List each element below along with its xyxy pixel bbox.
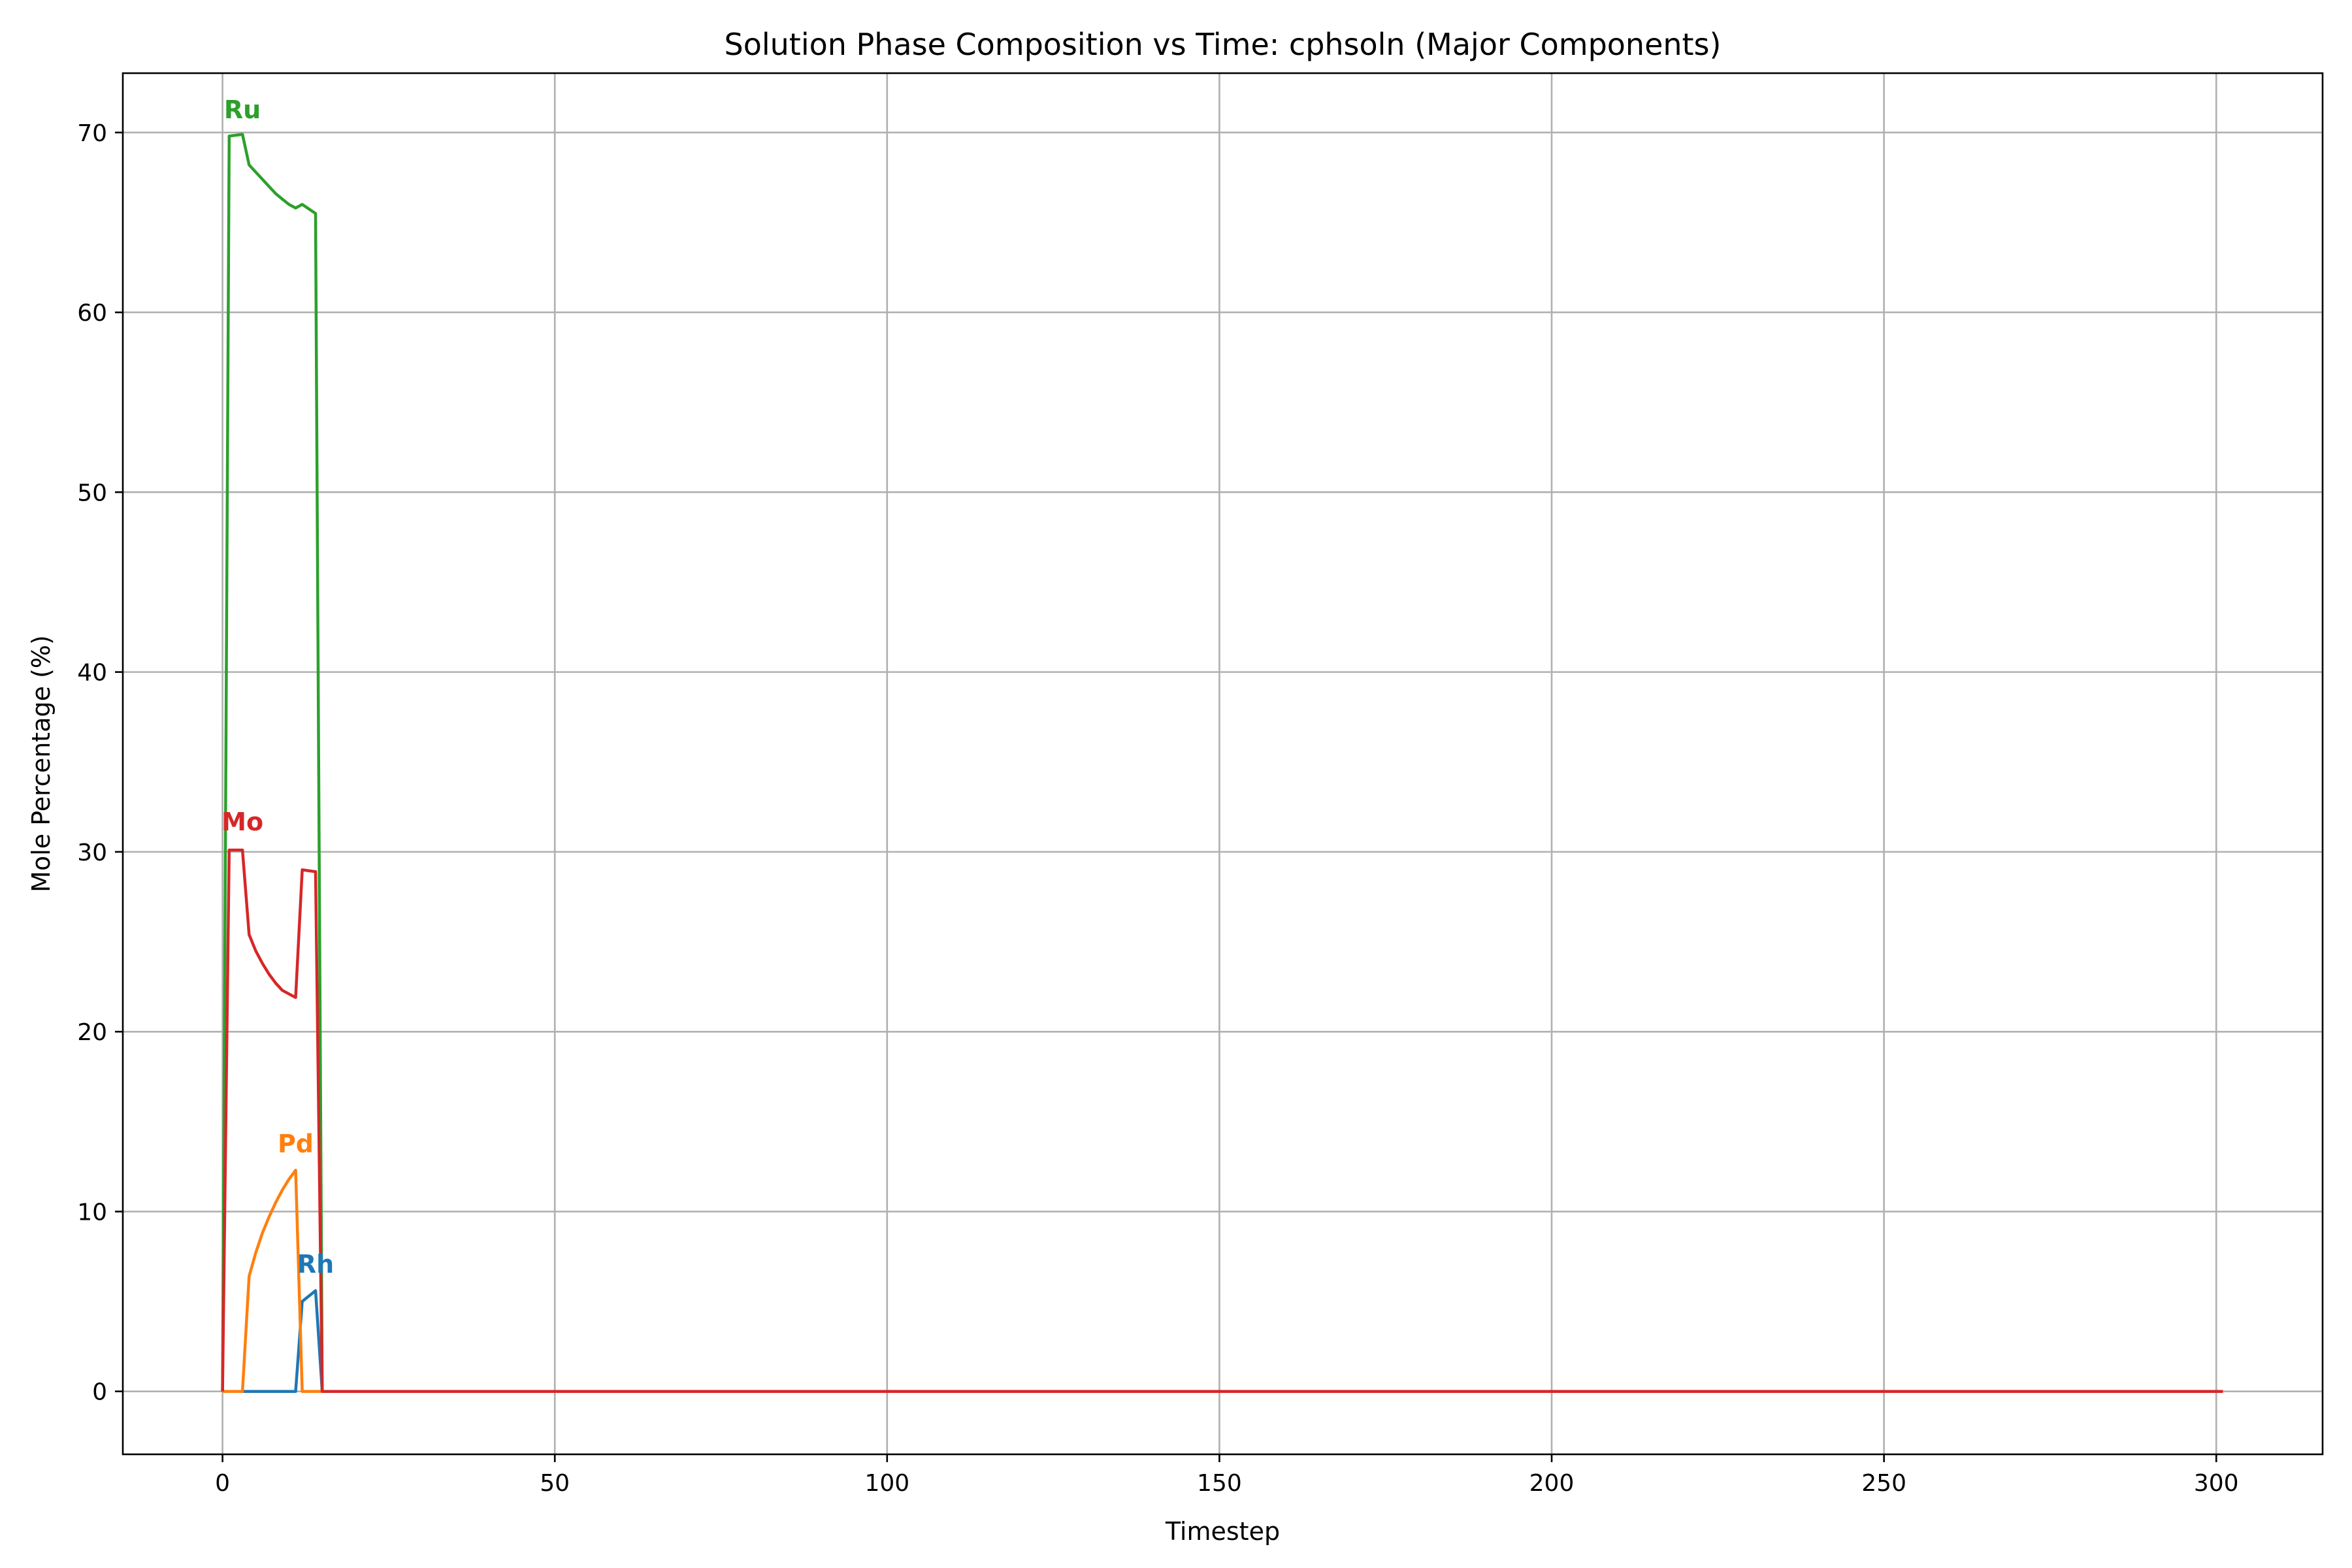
series-label-mo: Mo (221, 808, 263, 836)
series-label-pd: Pd (278, 1130, 314, 1158)
x-tick-label: 200 (1529, 1470, 1575, 1497)
y-tick-label: 10 (77, 1199, 107, 1226)
series-line-pd (222, 1168, 2223, 1393)
series-labels: Rh Pd Ru Mo (221, 95, 334, 1279)
x-axis-label: Timestep (1165, 1517, 1280, 1546)
axis-ticks: 0 50 100 150 200 250 300 0 10 20 30 40 50 60 70 (77, 120, 2238, 1497)
y-tick-label: 30 (77, 840, 107, 866)
y-axis-label: Mole Percentage (%) (27, 635, 56, 892)
series-label-rh: Rh (297, 1250, 334, 1279)
y-tick-label: 40 (77, 660, 107, 687)
gridlines (123, 73, 2323, 1454)
chart-title: Solution Phase Composition vs Time: cphs… (725, 27, 1722, 62)
y-tick-label: 50 (77, 480, 107, 506)
y-tick-label: 0 (92, 1379, 107, 1406)
x-tick-label: 50 (540, 1470, 570, 1497)
x-tick-label: 150 (1197, 1470, 1242, 1497)
data-series (221, 133, 2223, 1393)
series-line-mo (221, 848, 2223, 1393)
y-tick-label: 70 (77, 120, 107, 147)
y-tick-label: 20 (77, 1019, 107, 1046)
x-tick-label: 300 (2194, 1470, 2239, 1497)
series-line-ru (221, 133, 2223, 1393)
x-tick-label: 100 (864, 1470, 909, 1497)
x-tick-label: 250 (1861, 1470, 1906, 1497)
series-label-ru: Ru (224, 95, 261, 124)
plot-frame (122, 72, 2324, 1456)
x-tick-label: 0 (215, 1470, 230, 1497)
y-tick-label: 60 (77, 300, 107, 327)
